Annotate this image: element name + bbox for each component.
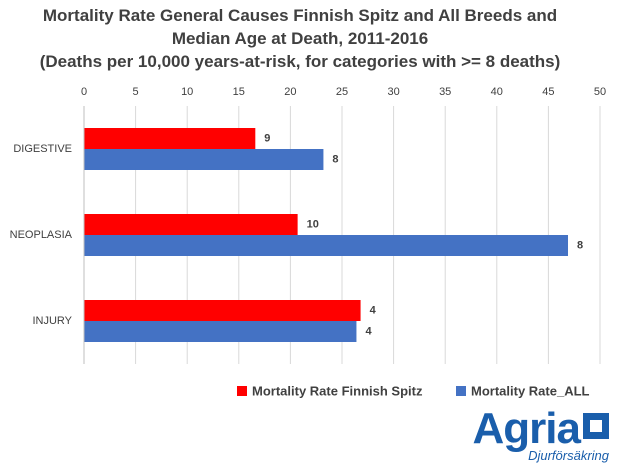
y-tick-label: NEOPLASIA (10, 229, 73, 241)
x-tick-label: 0 (81, 86, 87, 98)
legend-swatch (237, 386, 247, 396)
logo-icon (583, 413, 609, 439)
bar (84, 235, 569, 256)
x-tick-label: 25 (336, 86, 348, 98)
chart-subtitle: (Deaths per 10,000 years-at-risk, for ca… (39, 52, 561, 71)
data-label: 8 (577, 239, 583, 251)
bar (84, 300, 361, 321)
x-tick-label: 20 (284, 86, 296, 98)
data-label: 4 (370, 304, 377, 316)
x-tick-label: 5 (133, 86, 139, 98)
x-tick-label: 40 (491, 86, 503, 98)
legend-label: Mortality Rate Finnish Spitz (252, 383, 423, 398)
data-label: 8 (332, 153, 338, 165)
x-tick-label: 30 (387, 86, 399, 98)
bar (84, 321, 357, 342)
bar (84, 214, 298, 235)
data-label: 10 (307, 218, 319, 230)
x-tick-label: 15 (233, 86, 245, 98)
logo-tagline: Djurförsäkring (528, 448, 609, 463)
chart-title: Mortality Rate General Causes Finnish Sp… (42, 6, 558, 48)
legend-label: Mortality Rate_ALL (471, 383, 590, 398)
data-label: 4 (365, 325, 372, 337)
logo: Agria Djurförsäkring (473, 404, 609, 463)
x-tick-label: 45 (542, 86, 554, 98)
bar (84, 149, 324, 170)
x-tick-label: 10 (181, 86, 193, 98)
legend-swatch (456, 386, 466, 396)
y-tick-label: DIGESTIVE (13, 143, 72, 155)
logo-text: Agria (472, 404, 581, 453)
titles: Mortality Rate General Causes Finnish Sp… (20, 4, 580, 73)
x-tick-label: 50 (594, 86, 606, 98)
data-label: 9 (264, 132, 270, 144)
y-tick-label: INJURY (32, 315, 72, 327)
bar (84, 128, 256, 149)
x-tick-label: 35 (439, 86, 451, 98)
